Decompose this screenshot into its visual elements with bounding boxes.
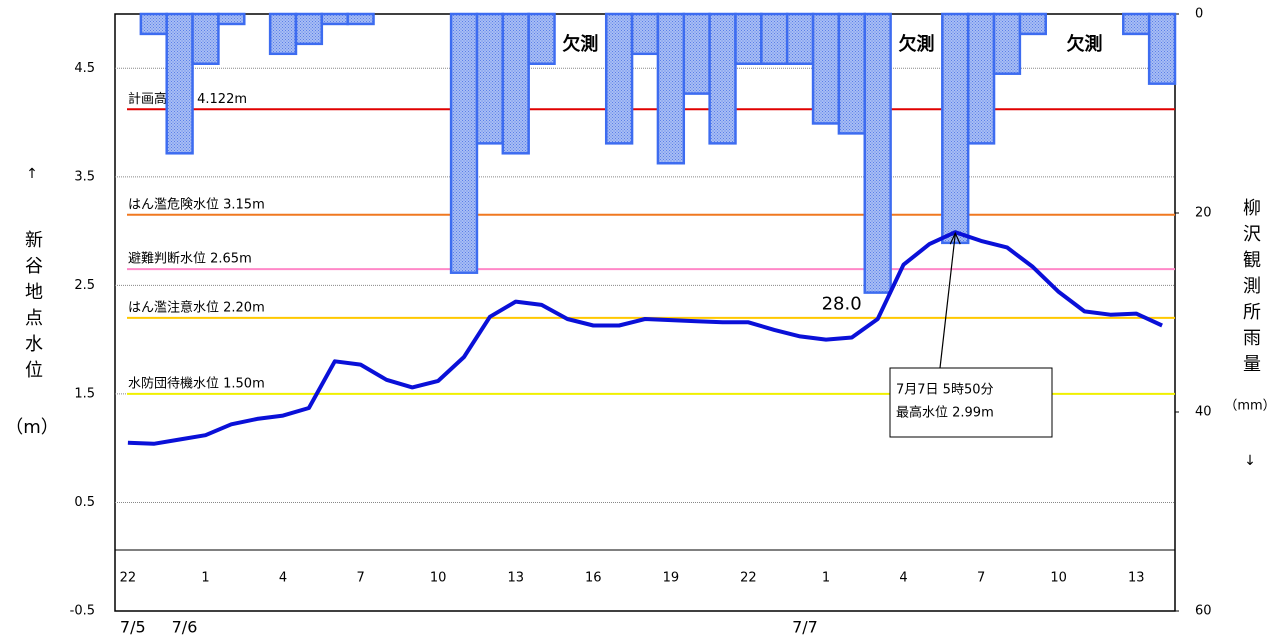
y2-tick-label: 60 [1195, 604, 1212, 619]
x-tick-label: 22 [740, 571, 757, 586]
x-tick-label: 13 [1128, 571, 1145, 586]
rain-bar [630, 12, 660, 56]
annotation-arrow [939, 234, 956, 369]
rain-bar [760, 12, 789, 65]
annotation-text: 最高水位 2.99m [896, 405, 994, 421]
threshold-label: はん濫危険水位 3.15m [128, 197, 265, 212]
water-level-line [127, 230, 1163, 446]
annotation-text: 7月7日 5時50分 [896, 383, 994, 398]
x-tick-label: 10 [1050, 571, 1067, 586]
x-tick-label: 19 [663, 571, 680, 586]
annotation-arrowhead [949, 231, 961, 245]
rain-bar [837, 12, 867, 135]
rain-bar [501, 12, 530, 155]
rain-bar [1147, 12, 1177, 85]
x-tick-label: 7 [356, 571, 364, 586]
x-tick-label: 4 [279, 571, 287, 586]
annotation-box [889, 367, 1053, 438]
x-tick-label: 13 [507, 571, 524, 586]
x-tick-label: 16 [585, 571, 602, 586]
y2-tick-label: 0 [1195, 7, 1203, 22]
plot-frame [114, 13, 1176, 612]
rain-bar [165, 12, 194, 155]
y-tick-label: 0.5 [74, 495, 95, 510]
y2-label: 柳沢観測所雨量 [1240, 198, 1261, 380]
x-tick-label: 22 [120, 571, 137, 586]
y-tick-label: 3.5 [74, 169, 95, 184]
rain-bar [708, 12, 737, 145]
rain-bar [734, 12, 763, 65]
rain-bar [604, 12, 634, 145]
threshold-label: 避難判断水位 2.65m [128, 252, 252, 267]
x-tick-label: 7 [977, 571, 985, 586]
rain-bar [346, 12, 375, 26]
rain-bar [449, 12, 479, 274]
value-label: 28.0 [822, 294, 862, 315]
rain-bar [191, 12, 220, 65]
y2-label-arrow: ↓ [1244, 453, 1256, 469]
rain-bar [656, 12, 686, 165]
x-tick-label: 4 [899, 571, 907, 586]
y-label-unit: （m） [5, 417, 59, 438]
rain-bar [811, 12, 841, 125]
rain-bar [268, 12, 298, 56]
rain-bar [217, 12, 246, 26]
y-tick-label: 2.5 [74, 278, 95, 293]
rain-bar [527, 12, 556, 65]
rain-bar [475, 12, 505, 145]
x-tick-label: 10 [430, 571, 447, 586]
date-label: 7/5 [120, 618, 146, 637]
rain-bar [941, 12, 970, 245]
y-tick-label: -0.5 [70, 604, 95, 619]
threshold-label: はん濫注意水位 2.20m [128, 299, 265, 315]
date-label: 7/6 [172, 618, 198, 637]
y-label: 新谷地点水位 [22, 230, 43, 386]
y2-tick-label: 20 [1195, 206, 1212, 221]
y-tick-label: 1.5 [74, 386, 95, 401]
y2-label-unit: （mm） [1224, 399, 1275, 414]
rain-bar [1018, 12, 1047, 36]
rain-bar [682, 12, 711, 95]
missing-label: 欠測 [1067, 33, 1103, 55]
missing-label: 欠測 [562, 33, 598, 55]
y-tick-label: 4.5 [74, 61, 95, 76]
rain-bar [139, 12, 168, 36]
rain-bar [966, 12, 996, 145]
rain-bar [863, 12, 892, 294]
rain-bar [294, 12, 324, 46]
rain-bar [320, 12, 349, 26]
y-label-arrow: ↑ [26, 166, 38, 182]
rain-bar [785, 12, 815, 65]
date-label: 7/7 [792, 618, 818, 637]
missing-label: 欠測 [898, 33, 934, 55]
rain-bar [1122, 12, 1151, 36]
y2-tick-label: 40 [1195, 405, 1212, 420]
x-tick-label: 1 [822, 571, 830, 586]
rain-bar [992, 12, 1022, 75]
threshold-label: 水防団待機水位 1.50m [128, 375, 265, 391]
x-tick-label: 1 [201, 571, 209, 586]
